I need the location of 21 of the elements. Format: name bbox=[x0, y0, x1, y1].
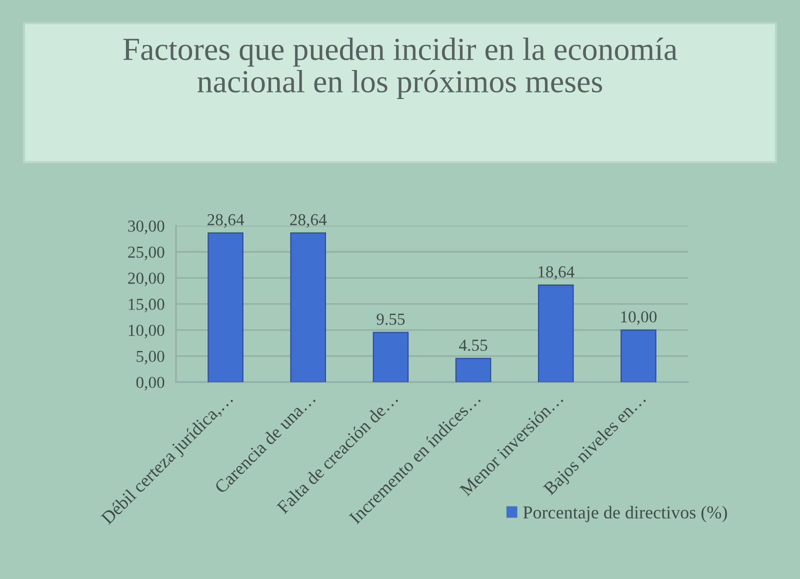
y-tick-label: 15,00 bbox=[128, 298, 164, 312]
bar bbox=[372, 332, 409, 382]
bar bbox=[455, 358, 492, 382]
y-tick-label: 25,00 bbox=[128, 246, 164, 260]
y-tick-label: 30,00 bbox=[128, 220, 164, 234]
bar bbox=[538, 284, 574, 382]
y-tick-label: 20,00 bbox=[128, 272, 164, 286]
data-label: 28,64 bbox=[208, 214, 244, 228]
chart-title: Factores que pueden incidir en la economía nacional en los próximos meses bbox=[123, 38, 678, 99]
data-label: 28,64 bbox=[290, 214, 327, 228]
y-tick-label: 10,00 bbox=[128, 324, 164, 338]
bar bbox=[208, 232, 244, 382]
bar bbox=[290, 232, 326, 382]
legend-label: Porcentaje de directivos (%) bbox=[523, 506, 727, 522]
data-label: 4.55 bbox=[459, 340, 488, 351]
bar bbox=[620, 329, 656, 382]
data-label: 9.55 bbox=[376, 314, 405, 325]
data-label: 10,00 bbox=[621, 311, 657, 325]
data-label: 18,64 bbox=[538, 266, 574, 280]
y-tick-label: 0,00 bbox=[136, 376, 164, 390]
y-tick-label: 5,00 bbox=[136, 350, 164, 364]
